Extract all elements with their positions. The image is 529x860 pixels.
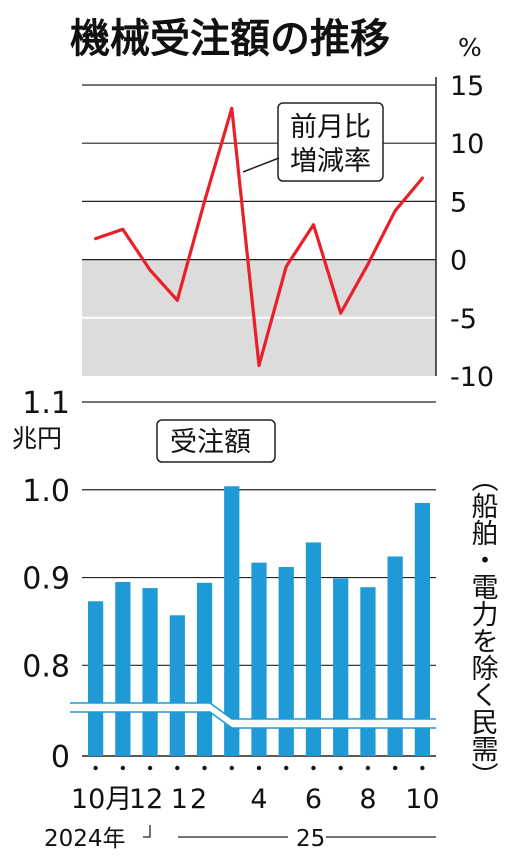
axis-break xyxy=(70,702,436,729)
x-tick-label: 10月 xyxy=(71,784,132,815)
annotation-text: 受注額 xyxy=(170,427,251,458)
x-tick-label: 6 xyxy=(305,784,322,815)
annotation-frame xyxy=(277,102,384,182)
y-tick-label: 5 xyxy=(450,187,467,218)
data-point xyxy=(366,263,370,266)
data-point xyxy=(121,228,125,231)
y-tick-label: 0.8 xyxy=(22,649,70,684)
data-point xyxy=(312,223,315,226)
axis-break-line xyxy=(70,702,436,720)
x-tick-dot xyxy=(284,765,289,771)
bar xyxy=(87,601,104,756)
bar xyxy=(196,582,213,756)
data-point xyxy=(257,364,261,367)
x-tick-dot xyxy=(256,765,262,771)
data-point xyxy=(94,237,97,240)
axis-break-band xyxy=(70,703,436,728)
bar xyxy=(142,588,158,756)
y-tick-label: 0.9 xyxy=(22,562,70,597)
x-tick-label: 12 xyxy=(129,784,163,815)
y-tick-label: 0 xyxy=(51,740,70,775)
bar xyxy=(251,562,267,756)
data-point xyxy=(421,176,424,180)
year-bracket-2024 xyxy=(143,825,151,838)
x-tick-dot xyxy=(311,765,316,771)
x-tick-dot xyxy=(202,765,207,771)
year-label-2024: 2024年 xyxy=(44,826,126,852)
y-tick-label: -10 xyxy=(450,362,494,393)
data-point xyxy=(203,200,206,203)
data-point xyxy=(176,299,179,302)
bar xyxy=(305,542,322,756)
y-tick-label: -5 xyxy=(450,304,477,335)
x-tick-dot xyxy=(338,765,343,771)
x-tick-label: 4 xyxy=(250,784,267,815)
data-point xyxy=(148,268,152,272)
axis-break-line xyxy=(70,711,436,729)
data-point xyxy=(393,209,397,212)
unit-label: % xyxy=(458,33,482,62)
unit-label: 兆円 xyxy=(12,424,62,453)
x-tick-dot xyxy=(93,765,98,771)
annotation-frame xyxy=(156,419,276,463)
bar xyxy=(387,556,403,756)
x-tick-dot xyxy=(147,765,153,771)
bar xyxy=(333,578,349,756)
annotation-line-2: 増減率 xyxy=(290,146,371,177)
bar xyxy=(360,587,376,756)
bar xyxy=(169,615,185,756)
x-tick-dot xyxy=(229,765,234,771)
annotation-box: 受注額 xyxy=(156,419,276,463)
annotation-leader xyxy=(242,157,280,173)
bar xyxy=(414,502,431,756)
annotation-line-1: 前月比 xyxy=(290,112,371,143)
bar xyxy=(115,581,131,756)
x-tick-label: 10 xyxy=(405,784,439,815)
chart-title: 機械受注額の推移 xyxy=(70,16,390,62)
y-tick-label: 15 xyxy=(450,71,484,102)
bar xyxy=(224,486,240,756)
y-tick-label: 0 xyxy=(450,246,467,277)
y-tick-label: 1.0 xyxy=(22,474,70,509)
y-tick-label: 1.1 xyxy=(22,386,70,421)
x-tick-label: 1 xyxy=(171,784,188,815)
data-point xyxy=(285,265,288,268)
x-tick-dot xyxy=(120,765,126,771)
side-note: （船舶・電力を除く民需） xyxy=(467,465,499,789)
x-tick-dot xyxy=(420,765,425,771)
data-point xyxy=(339,311,342,315)
data-point xyxy=(230,107,233,110)
x-tick-label: 8 xyxy=(359,784,376,815)
x-tick-label: 2 xyxy=(190,784,207,815)
x-tick-dot xyxy=(392,765,398,771)
x-tick-dot xyxy=(365,765,371,771)
y-tick-label: 10 xyxy=(450,129,484,160)
x-tick-dot xyxy=(175,765,180,771)
year-label-2025: 25 xyxy=(296,826,325,852)
bar xyxy=(278,567,294,756)
